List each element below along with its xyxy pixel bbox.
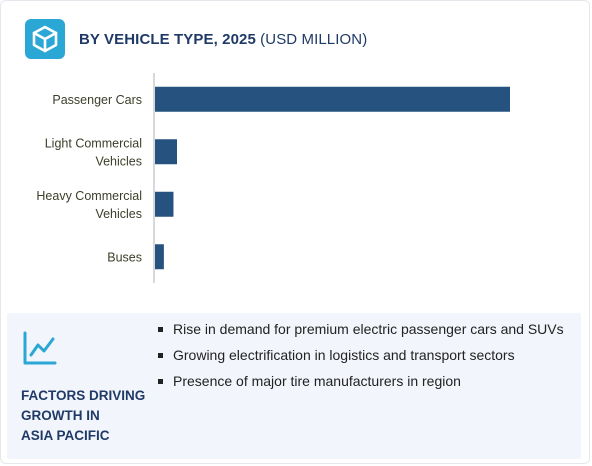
growth-factors-list: Rise in demand for premium electric pass… [155,319,575,397]
growth-factors-panel: FACTORS DRIVING GROWTH IN ASIA PACIFIC R… [7,313,581,459]
growth-factor-item: Presence of major tire manufacturers in … [155,371,575,391]
category-tick-label: Buses [107,250,142,264]
category-tick-label: Heavy Commercial [36,189,142,203]
growth-factors-heading: FACTORS DRIVING GROWTH IN ASIA PACIFIC [21,329,161,446]
chart-header: BY VEHICLE TYPE, 2025 (USD MILLION) [25,19,367,59]
category-tick-label: Vehicles [95,154,142,168]
category-tick-label: Vehicles [95,207,142,221]
bar-heavy-commercial-vehicles [155,191,174,217]
category-tick-label: Passenger Cars [52,93,142,107]
category-tick-label: Light Commercial [45,136,142,150]
chart-title: BY VEHICLE TYPE, 2025 (USD MILLION) [79,31,367,48]
line-chart-icon [23,331,57,365]
growth-factor-item: Rise in demand for premium electric pass… [155,319,575,339]
growth-factor-item: Growing electrification in logistics and… [155,345,575,365]
chart-title-unit: (USD MILLION) [255,30,368,48]
chart-title-bold: BY VEHICLE TYPE, 2025 [79,30,256,48]
bar-passenger-cars [155,86,510,112]
bar-light-commercial-vehicles [155,139,178,165]
cube-icon [25,19,65,59]
bar-buses [155,244,164,270]
bar-chart: Passenger Cars Light Commercial Vehicles He… [1,67,591,297]
bar-chart-svg: Passenger Cars Light Commercial Vehicles He… [36,73,510,283]
growth-factors-title: FACTORS DRIVING GROWTH IN ASIA PACIFIC [21,388,146,443]
